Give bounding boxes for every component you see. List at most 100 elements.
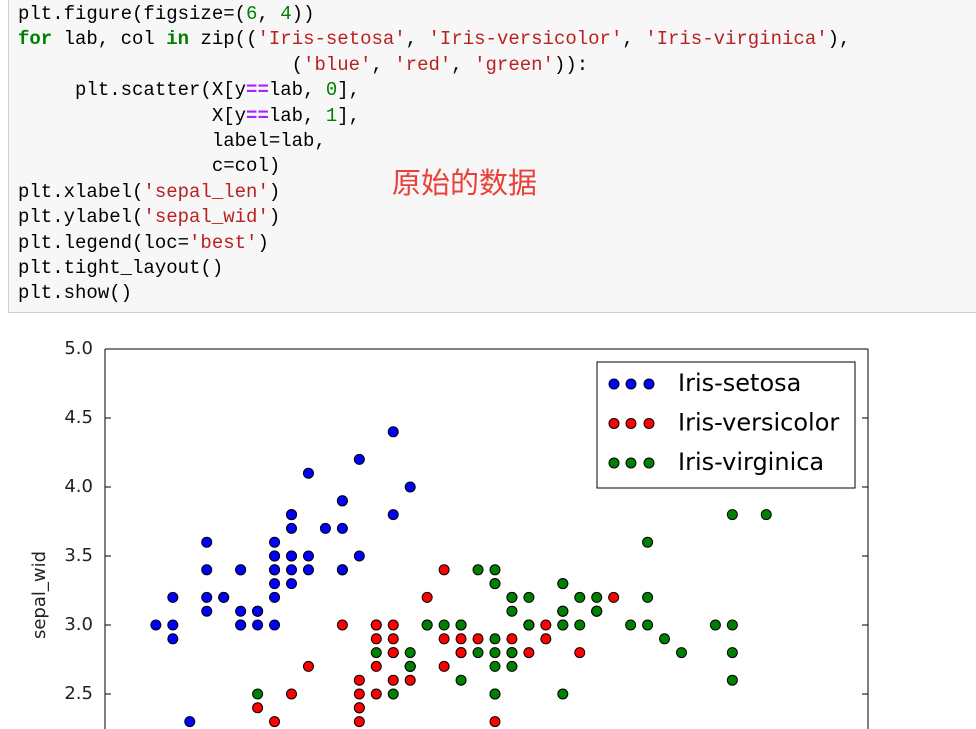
scatter-point	[184, 716, 196, 728]
scatter-point	[557, 605, 569, 617]
scatter-point	[286, 509, 298, 521]
scatter-point	[252, 619, 264, 631]
scatter-point	[235, 605, 247, 617]
code-line: plt.xlabel('sepal_len')	[18, 180, 281, 203]
scatter-point	[455, 619, 467, 631]
scatter-point	[370, 619, 382, 631]
scatter-point	[438, 564, 450, 576]
scatter-point	[269, 619, 281, 631]
scatter-point	[523, 619, 535, 631]
code-token: 'sepal_wid'	[143, 206, 269, 229]
code-token: 'Iris-versicolor'	[428, 28, 623, 51]
scatter-point	[591, 605, 603, 617]
scatter-point	[489, 633, 501, 645]
code-line: plt.ylabel('sepal_wid')	[18, 206, 281, 229]
legend-marker	[608, 457, 620, 469]
scatter-point	[319, 522, 331, 534]
legend-marker	[643, 418, 655, 429]
legend-label: Iris-virginica	[678, 448, 824, 476]
scatter-point	[506, 660, 518, 672]
scatter-point	[167, 619, 179, 631]
scatter-point	[353, 702, 365, 714]
code-token: 0	[325, 79, 338, 102]
y-axis-label: sepal_wid	[29, 551, 50, 639]
scatter-point	[523, 647, 535, 659]
scatter-point	[387, 619, 399, 631]
scatter-point	[353, 674, 365, 686]
scatter-point	[574, 619, 586, 631]
legend-marker	[643, 378, 655, 390]
code-token: 'Iris-setosa'	[257, 28, 406, 51]
code-token: 'red'	[394, 53, 452, 76]
code-token: ==	[246, 79, 269, 102]
y-tick-label: 3.0	[64, 614, 93, 635]
scatter-point	[269, 716, 281, 728]
scatter-point	[167, 591, 179, 603]
scatter-point	[421, 619, 433, 631]
legend-marker	[608, 378, 620, 390]
scatter-point	[574, 591, 586, 603]
code-token: 4	[280, 3, 292, 25]
scatter-point	[286, 522, 298, 534]
code-token: 'green'	[474, 53, 554, 76]
code-token: 1	[325, 104, 338, 127]
legend-label: Iris-versicolor	[678, 409, 839, 437]
scatter-point	[726, 674, 738, 686]
scatter-point	[455, 674, 467, 686]
scatter-point	[286, 578, 298, 590]
legend-marker	[643, 457, 655, 469]
scatter-point	[353, 453, 365, 465]
scatter-point	[302, 660, 314, 672]
scatter-point	[489, 564, 501, 576]
scatter-point	[642, 619, 654, 631]
scatter-point	[455, 633, 467, 645]
scatter-point	[489, 688, 501, 700]
scatter-point	[269, 550, 281, 562]
scatter-point	[421, 591, 433, 603]
code-token: for	[18, 28, 53, 51]
scatter-point	[540, 633, 552, 645]
scatter-point	[438, 660, 450, 672]
legend-marker	[625, 457, 637, 469]
scatter-point	[269, 564, 281, 576]
scatter-point	[472, 633, 484, 645]
scatter-point	[387, 426, 399, 438]
scatter-point	[353, 716, 365, 728]
y-tick-label: 3.5	[64, 545, 93, 566]
code-line: for lab, col in zip(('Iris-setosa', 'Iri…	[18, 28, 851, 51]
scatter-point	[557, 619, 569, 631]
scatter-point	[201, 605, 213, 617]
scatter-point	[269, 578, 281, 590]
y-tick-label: 4.0	[64, 476, 93, 497]
scatter-point	[302, 564, 314, 576]
scatter-point	[252, 702, 264, 714]
legend-marker	[608, 418, 620, 429]
scatter-point	[286, 688, 298, 700]
scatter-point	[387, 688, 399, 700]
scatter-point	[336, 495, 348, 507]
scatter-point	[370, 688, 382, 700]
code-cell[interactable]: plt.figure(figsize=(6, 4)) for lab, col i…	[8, 0, 976, 313]
y-tick-label: 2.5	[64, 683, 93, 704]
scatter-point	[235, 619, 247, 631]
scatter-point	[370, 647, 382, 659]
scatter-point	[218, 591, 230, 603]
scatter-point	[489, 578, 501, 590]
scatter-point	[269, 591, 281, 603]
code-token: in	[166, 28, 190, 51]
code-line: plt.show()	[18, 282, 133, 305]
scatter-point	[625, 619, 637, 631]
code-token: 'best'	[189, 231, 258, 254]
scatter-point	[269, 536, 281, 548]
scatter-point	[642, 536, 654, 548]
scatter-point	[489, 716, 501, 728]
scatter-point	[404, 647, 416, 659]
scatter-point	[336, 619, 348, 631]
scatter-point	[201, 591, 213, 603]
scatter-point	[523, 591, 535, 603]
scatter-point	[608, 591, 620, 603]
scatter-point	[540, 619, 552, 631]
scatter-point	[286, 550, 298, 562]
